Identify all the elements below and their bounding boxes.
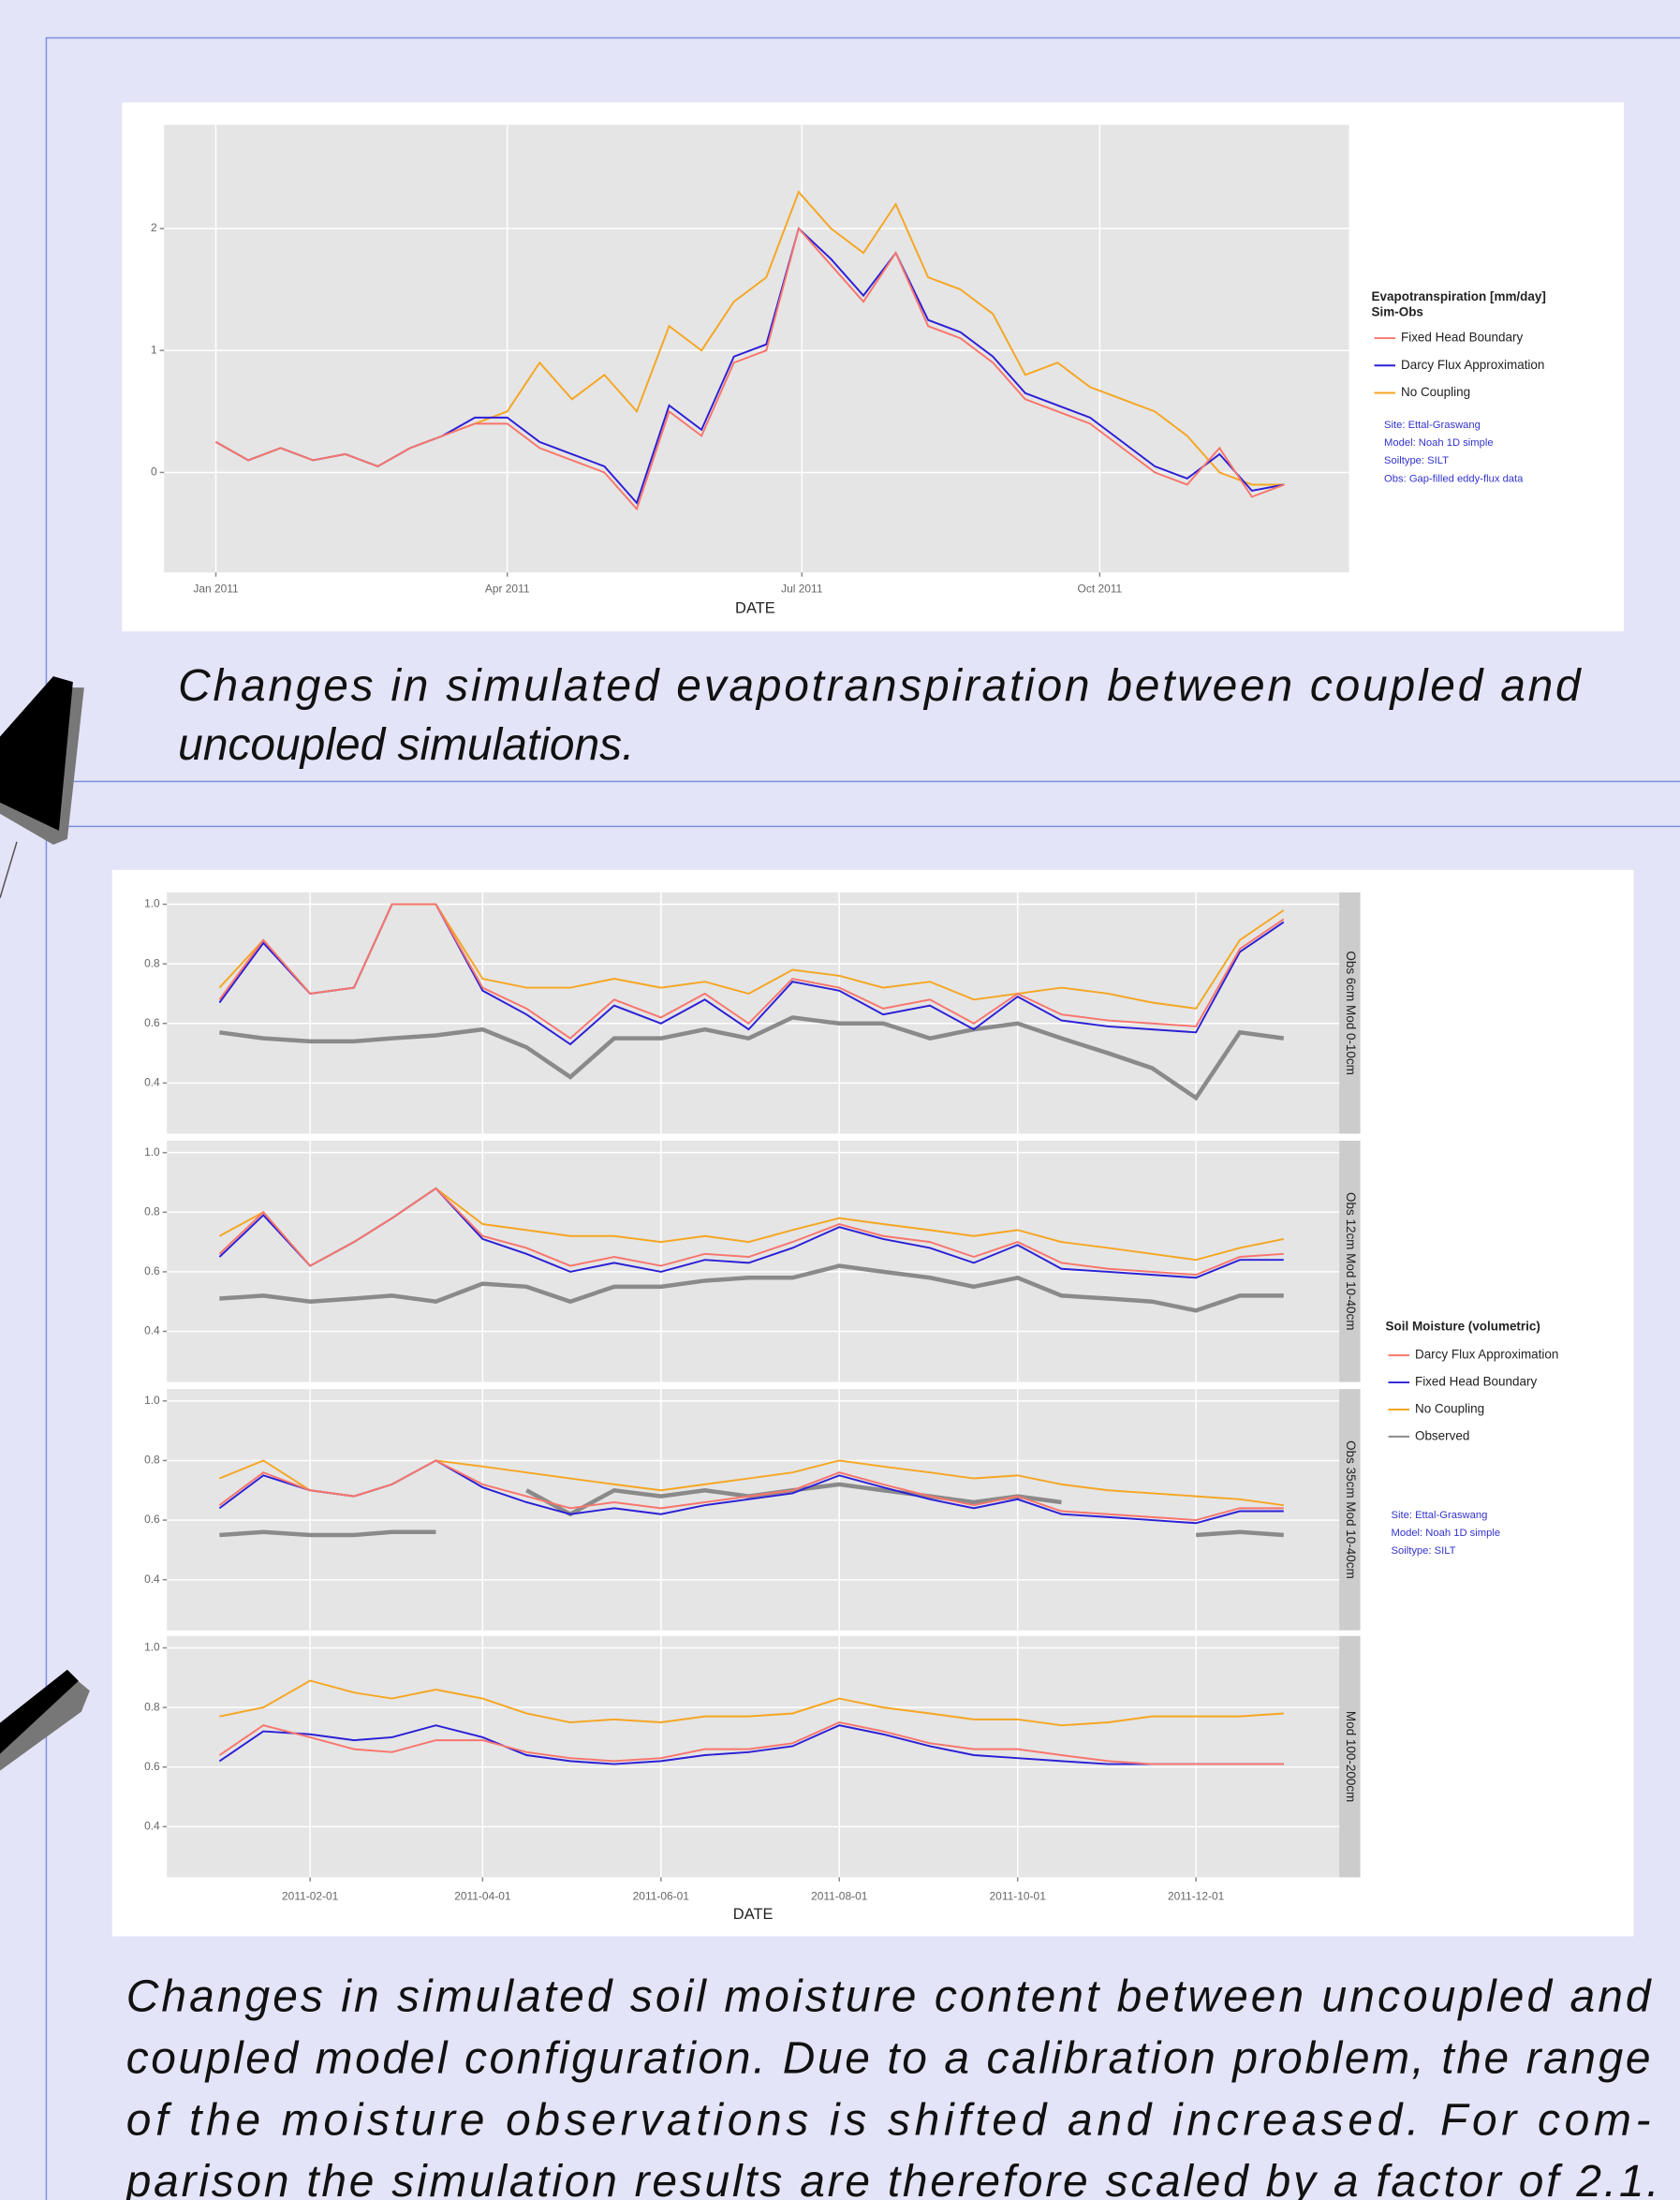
series-line: [219, 1679, 1284, 1727]
annotation: Site: Ettal-Graswang: [1384, 420, 1481, 431]
x-tick-label: 2011-02-01: [282, 1890, 339, 1903]
series-line: [218, 1721, 1284, 1765]
strip-label: Obs 6cm Mod 0-10cm: [1344, 951, 1358, 1075]
series-line: [219, 1263, 1284, 1313]
legend-subtitle: Sim-Obs: [1372, 305, 1423, 319]
x-tick-label: 2011-08-01: [811, 1890, 868, 1903]
decor-shape: [0, 1669, 79, 1754]
legend-label: Fixed Head Boundary: [1401, 331, 1524, 345]
y-tick-label: 0.6: [144, 1016, 160, 1029]
y-tick-label: 1.0: [144, 897, 160, 910]
legend-label: Observed: [1415, 1428, 1469, 1442]
y-tick-label: 0.4: [144, 1820, 160, 1833]
y-tick-label: 0.6: [144, 1760, 160, 1773]
strip-label: Mod 100-200cm: [1344, 1711, 1358, 1802]
y-tick-label: 2: [151, 221, 157, 234]
series-line: [218, 1724, 1284, 1765]
caption-line: coupled model configuration. Due to a ca…: [126, 2033, 1651, 2083]
strip-background: [1339, 1389, 1361, 1631]
y-tick-label: 0.8: [144, 1700, 160, 1713]
annotation: Obs: Gap-filled eddy-flux data: [1384, 473, 1524, 484]
bottom-frame: [45, 825, 1680, 2200]
x-tick-label: 2011-04-01: [454, 1890, 511, 1903]
caption-line: uncoupled simulations.: [178, 720, 634, 770]
legend-label: No Coupling: [1415, 1402, 1484, 1416]
y-tick-label: 0.8: [144, 1204, 160, 1218]
y-tick-label: 0.8: [144, 956, 160, 969]
x-tick-label: Jan 2011: [193, 582, 239, 595]
legend-label: Darcy Flux Approximation: [1415, 1348, 1558, 1362]
annotation: Model: Noah 1D simple: [1392, 1528, 1501, 1539]
top-frame: [45, 37, 1680, 783]
x-axis-title: DATE: [735, 600, 775, 617]
x-tick-label: Apr 2011: [485, 582, 530, 595]
panel-background: [167, 1389, 1340, 1631]
x-axis-title: DATE: [733, 1906, 774, 1923]
series-line: [215, 227, 1285, 511]
series-line: [218, 1459, 1284, 1522]
x-tick-label: Jul 2011: [781, 582, 823, 595]
series-line: [218, 1187, 1284, 1277]
y-tick-label: 0.4: [144, 1076, 160, 1089]
decor-shape: [0, 1676, 90, 1771]
strip-background: [1339, 1140, 1361, 1382]
y-tick-label: 1.0: [144, 1641, 160, 1654]
strip-label: Obs 12cm Mod 10-40cm: [1344, 1192, 1358, 1330]
y-tick-label: 0.8: [144, 1454, 160, 1467]
legend-label: No Coupling: [1401, 385, 1470, 399]
x-tick-label: Oct 2011: [1078, 582, 1123, 595]
y-tick-label: 0.6: [144, 1513, 160, 1526]
x-tick-label: 2011-12-01: [1168, 1890, 1225, 1903]
annotation: Site: Ettal-Graswang: [1392, 1510, 1488, 1521]
y-tick-label: 1.0: [144, 1394, 160, 1407]
decor-line: [0, 841, 18, 898]
charts: 0 1 2 Jan 2011 Apr 2011 Jul 2011 Oct 2011 DATE E…: [125, 125, 1659, 2200]
y-tick-label: 0: [151, 465, 157, 479]
annotation: Model: Noah 1D simple: [1384, 437, 1494, 449]
legend-title: Evapotranspiration [mm/day]: [1372, 289, 1546, 303]
legend-label: Darcy Flux Approximation: [1401, 358, 1544, 372]
decor-shape: [0, 676, 73, 831]
legend-title: Soil Moisture (volumetric): [1386, 1320, 1540, 1334]
strip-background: [1339, 1635, 1361, 1878]
x-tick-label: 2011-10-01: [990, 1890, 1047, 1903]
panel-background: [167, 1635, 1340, 1878]
strip-background: [1339, 892, 1361, 1134]
caption-line: of the moisture observations is shifted …: [126, 2095, 1651, 2145]
caption-line: parison the simulation results are there…: [125, 2157, 1659, 2200]
y-tick-label: 0.4: [144, 1572, 160, 1586]
y-tick-label: 1: [151, 343, 157, 356]
series-line: [218, 903, 1285, 1040]
y-tick-label: 0.4: [144, 1324, 160, 1337]
caption-line: Changes in simulated evapotranspiration …: [178, 661, 1582, 711]
x-tick-label: 2011-06-01: [633, 1890, 690, 1903]
annotation: Soiltype: SILT: [1384, 455, 1449, 466]
panel-background: [167, 892, 1340, 1134]
y-tick-label: 1.0: [144, 1145, 160, 1159]
y-tick-label: 0.6: [144, 1264, 160, 1277]
series-line: [219, 1015, 1285, 1101]
strip-label: Obs 35cm Mod 10-40cm: [1344, 1440, 1358, 1578]
annotation: Soiltype: SILT: [1392, 1545, 1456, 1557]
legend-label: Fixed Head Boundary: [1415, 1375, 1538, 1389]
